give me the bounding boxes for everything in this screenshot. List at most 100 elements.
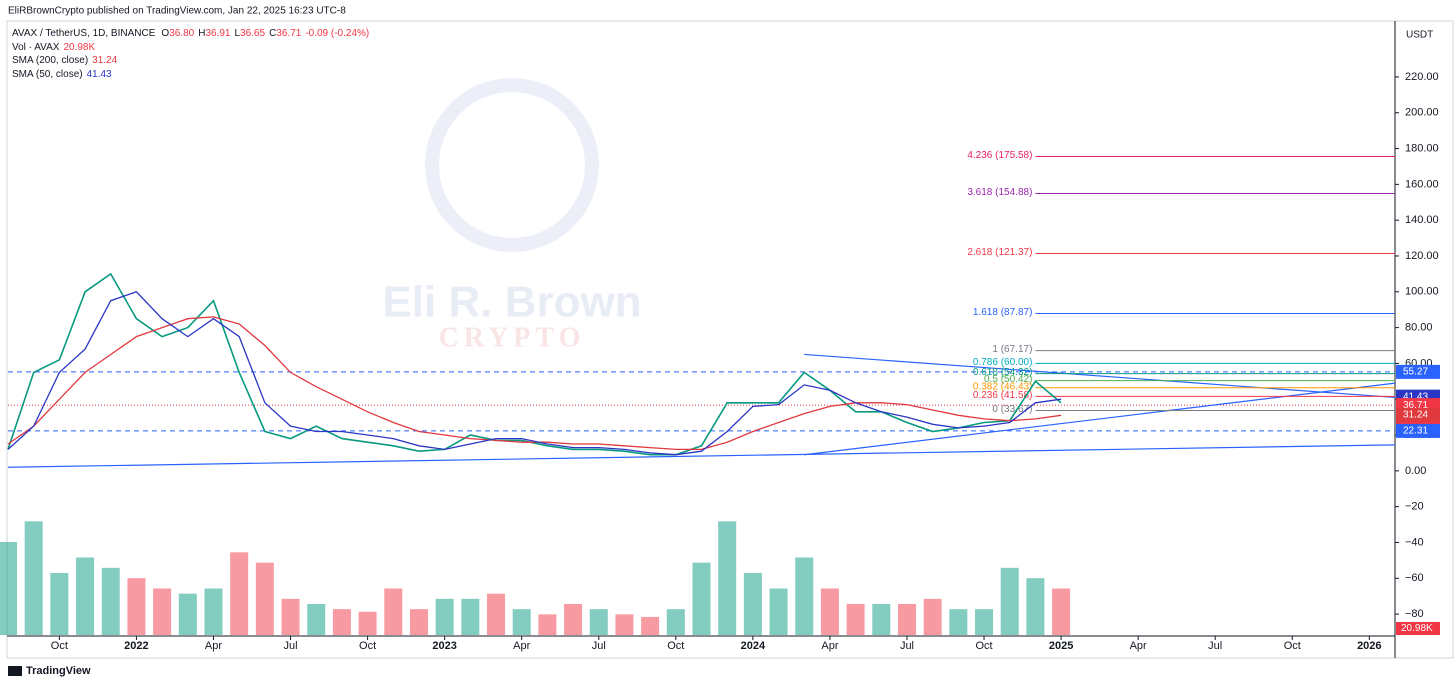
x-tick-label: Jul [284, 640, 298, 652]
volume-bar [743, 573, 762, 635]
sma200-last: 31.24 [92, 55, 117, 66]
volume-bar [795, 557, 814, 635]
volume-bar [769, 588, 788, 635]
x-tick-label: 2024 [741, 640, 766, 652]
volume-bar [1026, 578, 1045, 635]
fib-label: 0.618 (54.32) [973, 367, 1033, 378]
ohlc-label: C [269, 28, 276, 39]
x-tick-label: 2023 [432, 640, 456, 652]
x-tick-label: Apr [205, 640, 222, 652]
y-tick-label: 160.00 [1405, 178, 1439, 190]
watermark: Eli R. Brown CRYPTO [382, 78, 642, 353]
volume-last: 20.98K [63, 42, 95, 53]
sma-line [7, 316, 1062, 451]
y-tick-label: 120.00 [1405, 250, 1439, 262]
footer: TradingView [26, 665, 91, 677]
x-tick-label: 2022 [124, 640, 148, 652]
x-tick-label: Oct [51, 640, 68, 652]
volume-badge [1396, 622, 1440, 635]
volume-bar [204, 588, 223, 635]
y-tick-label: 80.00 [1405, 322, 1433, 334]
volume-bar [564, 604, 583, 635]
watermark-title: Eli R. Brown [382, 278, 641, 327]
ohlc-value: 36.71 [276, 28, 301, 39]
y-tick-label: 180.00 [1405, 142, 1439, 154]
sma50-name: SMA (50, close) [12, 69, 83, 80]
ohlc-value: 36.80 [169, 28, 194, 39]
y-tick-label: 0.00 [1405, 465, 1426, 477]
x-tick-label: 2025 [1049, 640, 1073, 652]
legend-sma50: SMA (50, close) 41.43 [12, 69, 112, 80]
volume-bar [127, 578, 146, 635]
volume-bar [589, 609, 608, 635]
volume-bar [153, 588, 172, 635]
price-line [7, 272, 1062, 456]
fib-label: 1.618 (87.87) [973, 307, 1033, 318]
y-tick-label: −40 [1405, 536, 1424, 548]
x-tick-label: Apr [1130, 640, 1147, 652]
volume-bar [692, 562, 711, 635]
volume-bar [178, 593, 197, 635]
volume-bar [435, 598, 454, 635]
ohlc-label: H [198, 28, 205, 39]
fib-label: 0 (33.67) [992, 404, 1032, 415]
volume-bar [1052, 588, 1071, 635]
volume-bar [641, 616, 660, 635]
sma50-last: 41.43 [87, 69, 112, 80]
y-tick-label: 220.00 [1405, 71, 1439, 83]
fib-label: 4.236 (175.58) [967, 150, 1032, 161]
y-tick-label: 140.00 [1405, 214, 1439, 226]
y-tick-label: 100.00 [1405, 286, 1439, 298]
trendline [7, 444, 1396, 468]
fib-label: 0.236 (41.58) [973, 390, 1033, 401]
price-badge [1396, 423, 1440, 438]
footer-logo [8, 666, 22, 676]
x-tick-label: Oct [1284, 640, 1301, 652]
price-badge [1396, 407, 1440, 422]
volume-bar [24, 521, 43, 635]
volume-bar [307, 604, 326, 635]
y-tick-label: 200.00 [1405, 107, 1439, 119]
y-tick-label: −80 [1405, 608, 1424, 620]
volume-name: Vol · AVAX [12, 42, 60, 53]
volume-bar [461, 598, 480, 635]
fib-label: 0.786 (60.00) [973, 357, 1033, 368]
volume-bar [512, 609, 531, 635]
frame [6, 20, 1454, 659]
volume-bar [897, 604, 916, 635]
x-tick-label: Apr [821, 640, 838, 652]
x-tick-label: Jul [900, 640, 914, 652]
symbol-name: AVAX / TetherUS, 1D, BINANCE [12, 28, 156, 39]
volume-bar [230, 552, 249, 635]
volume-bar [846, 604, 865, 635]
volume-bar [1000, 567, 1019, 635]
volume-bar [666, 609, 685, 635]
fib-label: 0.5 (50.42) [984, 374, 1032, 385]
legend-symbol: AVAX / TetherUS, 1D, BINANCE O36.80 H36.91… [12, 28, 369, 39]
x-tick-label: Apr [513, 640, 530, 652]
x-tick-label: Jul [1208, 640, 1222, 652]
price-badge-label: 41.43 [1403, 391, 1428, 402]
watermark-subtitle: CRYPTO [439, 322, 586, 353]
watermark-logo [425, 78, 599, 252]
volume-bar [820, 588, 839, 635]
volume-bar [255, 562, 274, 635]
plot-layer: −80−60−40−200.0020.0040.0060.0080.00100.… [0, 71, 1440, 652]
volume-bar [718, 521, 737, 635]
currency: USDT [1406, 30, 1433, 41]
ohlc-label: O [161, 28, 169, 39]
ohlc-label: L [234, 28, 240, 39]
legend-sma200: SMA (200, close) 31.24 [12, 55, 118, 66]
volume-bar [923, 598, 942, 635]
price-badge-label: 22.31 [1403, 426, 1428, 437]
header: EliRBrownCrypto published on TradingView… [8, 6, 346, 17]
y-tick-label: −20 [1405, 501, 1424, 513]
fib-label: 3.618 (154.88) [967, 187, 1032, 198]
x-tick-label: Oct [359, 640, 376, 652]
x-tick-label: Jul [592, 640, 606, 652]
y-tick-label: −60 [1405, 572, 1424, 584]
ohlc-value: 36.91 [205, 28, 230, 39]
volume-bar [615, 614, 634, 635]
volume-bar [76, 557, 95, 635]
ohlc-value: 36.65 [240, 28, 265, 39]
